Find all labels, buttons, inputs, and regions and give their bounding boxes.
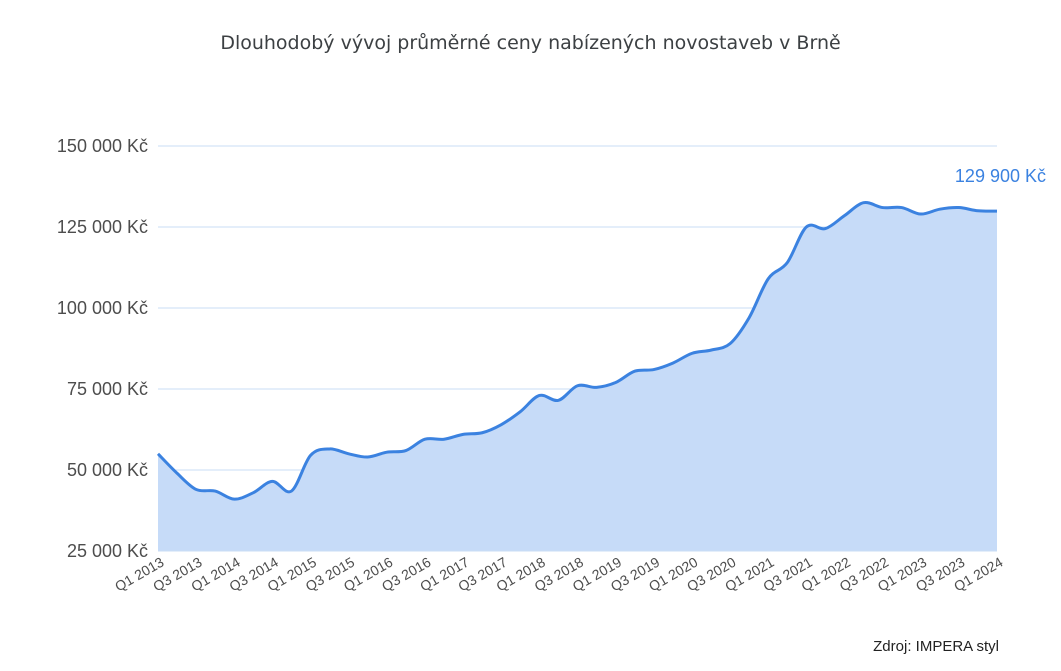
- chart-source: Zdroj: IMPERA styl: [873, 638, 999, 655]
- y-tick-label: 100 000 Kč: [57, 298, 148, 318]
- series-line: [156, 200, 998, 501]
- y-tick-label: 75 000 Kč: [67, 379, 148, 399]
- y-tick-label: 150 000 Kč: [57, 136, 148, 156]
- chart-title: Dlouhodobý vývoj průměrné ceny nabízenýc…: [220, 32, 841, 54]
- y-tick-label: 25 000 Kč: [67, 541, 148, 561]
- y-tick-label: 50 000 Kč: [67, 460, 148, 480]
- y-axis-ticks: 25 000 Kč 50 000 Kč 75 000 Kč 100 000 Kč 125…: [57, 136, 148, 561]
- y-tick-label: 125 000 Kč: [57, 217, 148, 237]
- series-area-fill: [158, 202, 997, 551]
- last-value-label: 129 900 Kč: [955, 166, 1046, 186]
